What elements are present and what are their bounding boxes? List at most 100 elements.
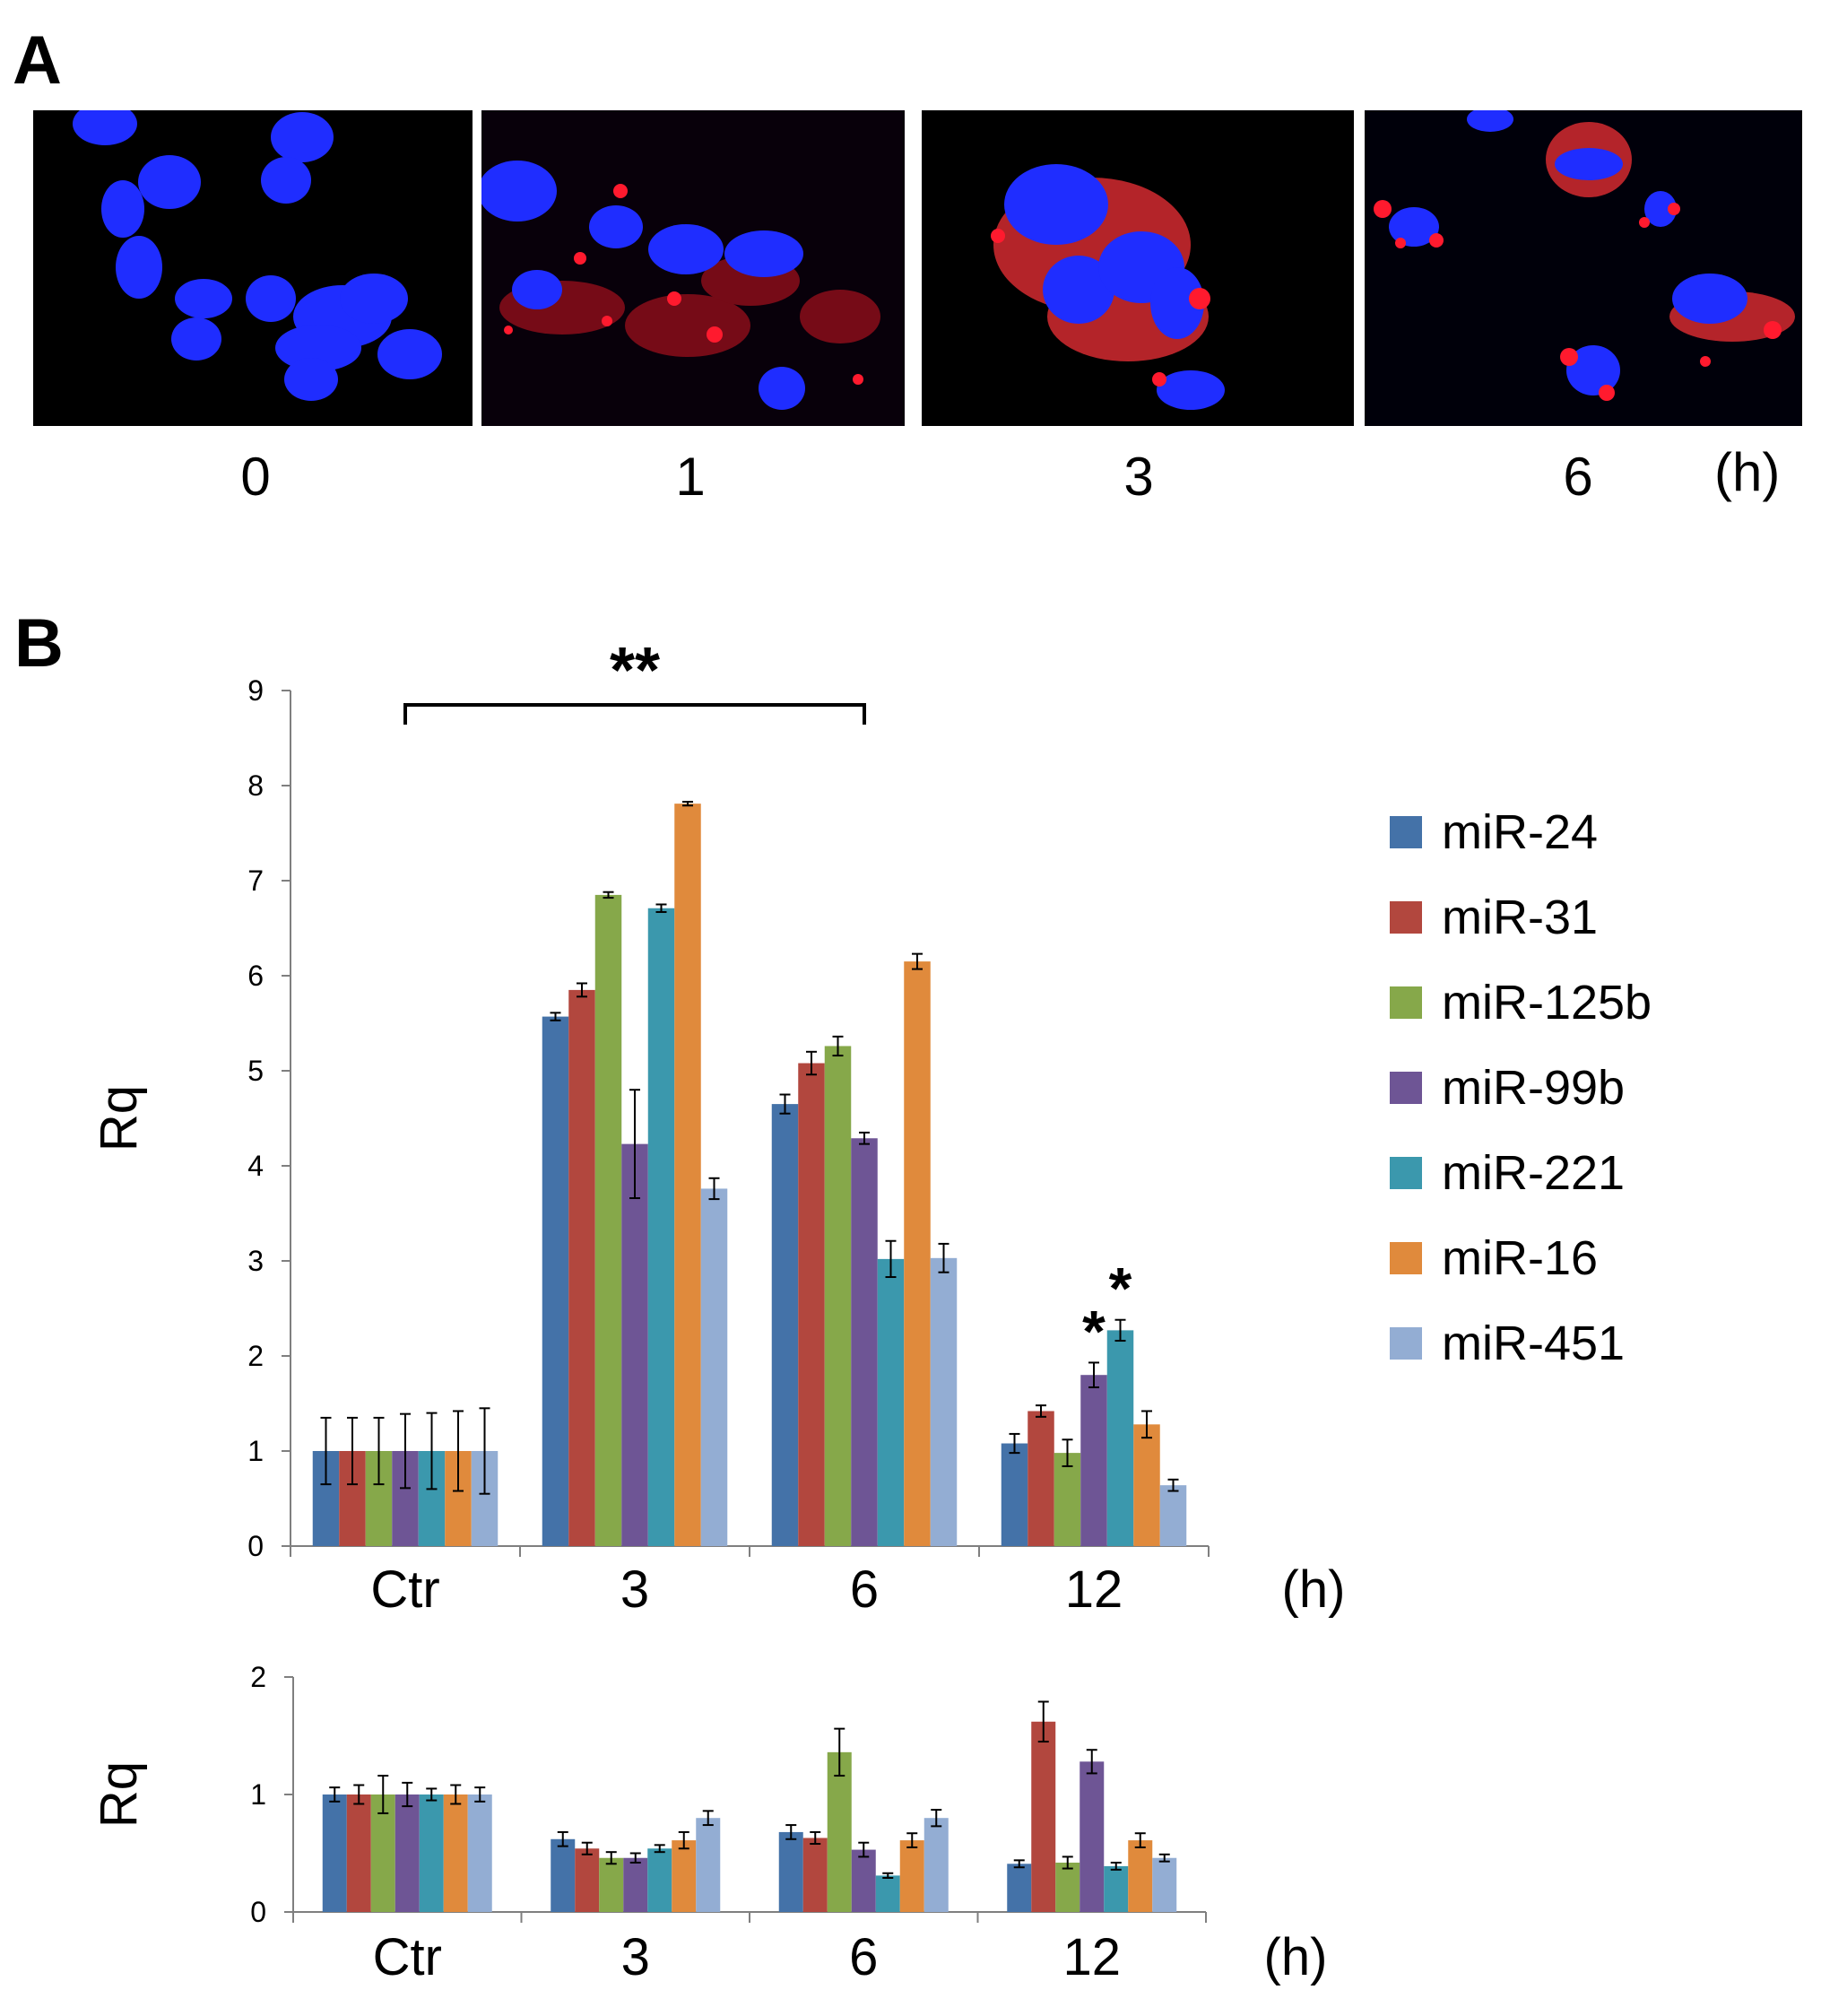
- legend-label: miR-221: [1442, 1145, 1626, 1200]
- legend: miR-24 miR-31 miR-125b miR-99b miR-221 m…: [1390, 789, 1652, 1386]
- legend-swatch: [1390, 1241, 1422, 1274]
- bar: [851, 1138, 878, 1546]
- bar: [875, 1875, 900, 1912]
- legend-label: miR-16: [1442, 1230, 1599, 1285]
- bar: [443, 1794, 468, 1912]
- y-tick-label: 0: [247, 1530, 264, 1562]
- legend-label: miR-99b: [1442, 1060, 1626, 1115]
- bar: [1106, 1330, 1134, 1546]
- significance-marker: *: [1109, 1256, 1132, 1322]
- y-tick-label: 4: [247, 1150, 264, 1182]
- bar: [647, 908, 675, 1546]
- micrograph-0h: [33, 110, 473, 426]
- bar: [851, 1849, 876, 1912]
- bar: [1152, 1857, 1177, 1912]
- bar: [930, 1257, 958, 1546]
- bar: [696, 1818, 721, 1912]
- bar: [1159, 1485, 1187, 1546]
- x-category-label: Ctr: [370, 1560, 439, 1619]
- x-category-label: 3: [620, 1560, 649, 1619]
- micrograph-label-6: 6: [1563, 447, 1593, 507]
- bar: [623, 1857, 648, 1912]
- legend-label: miR-125b: [1442, 975, 1652, 1030]
- panel-a-time-unit: (h): [1714, 442, 1781, 502]
- bar: [824, 1046, 852, 1546]
- y-tick-label: 5: [247, 1055, 264, 1087]
- bar: [904, 961, 931, 1546]
- micrograph-3h: [922, 110, 1354, 426]
- micrograph-label-1: 1: [675, 447, 706, 507]
- bar: [771, 1104, 799, 1546]
- bar: [877, 1258, 905, 1546]
- x-unit-label: (h): [1282, 1560, 1346, 1619]
- micrograph-label-0: 0: [240, 447, 271, 507]
- bar: [1104, 1865, 1129, 1912]
- bar: [924, 1818, 949, 1912]
- significance-marker: *: [1082, 1298, 1106, 1364]
- x-category-label: 6: [849, 1928, 878, 1986]
- bar: [674, 804, 701, 1546]
- x-category-label: Ctr: [373, 1928, 442, 1986]
- legend-label: miR-31: [1442, 890, 1599, 944]
- y-tick-label: 8: [247, 769, 264, 802]
- legend-label: miR-451: [1442, 1316, 1626, 1370]
- bar: [594, 894, 622, 1546]
- y-axis-label: Rq: [90, 1085, 148, 1151]
- bar: [1133, 1424, 1160, 1546]
- legend-swatch: [1390, 986, 1422, 1019]
- x-category-label: 12: [1065, 1560, 1123, 1619]
- x-unit-label: (h): [1264, 1928, 1328, 1986]
- legend-item-mir-125b: miR-125b: [1390, 960, 1652, 1045]
- panel-b-label: B: [14, 605, 64, 682]
- y-tick-label: 1: [247, 1435, 264, 1467]
- bar: [1080, 1761, 1105, 1912]
- legend-swatch: [1390, 815, 1422, 848]
- bar: [395, 1794, 420, 1912]
- significance-marker: **: [610, 635, 660, 707]
- bar: [542, 1016, 569, 1546]
- bar: [346, 1794, 371, 1912]
- x-category-label: 12: [1062, 1928, 1121, 1986]
- y-axis-label: Rq: [90, 1761, 148, 1828]
- legend-item-mir-31: miR-31: [1390, 874, 1652, 960]
- bar: [568, 989, 595, 1546]
- legend-item-mir-24: miR-24: [1390, 789, 1652, 874]
- legend-label: miR-24: [1442, 804, 1599, 859]
- legend-item-mir-16: miR-16: [1390, 1215, 1652, 1300]
- bar: [1031, 1721, 1056, 1912]
- x-category-label: 6: [850, 1560, 879, 1619]
- bar: [802, 1838, 828, 1912]
- legend-item-mir-99b: miR-99b: [1390, 1045, 1652, 1130]
- significance-bracket: [403, 703, 866, 725]
- legend-item-mir-221: miR-221: [1390, 1130, 1652, 1215]
- bar: [798, 1063, 825, 1546]
- bar: [672, 1840, 697, 1912]
- bar: [1055, 1862, 1080, 1912]
- y-tick-label: 3: [247, 1245, 264, 1277]
- bar: [778, 1831, 803, 1912]
- micrograph-label-3: 3: [1123, 447, 1154, 507]
- bar: [322, 1794, 347, 1912]
- bar: [1128, 1840, 1153, 1912]
- micrograph-6h: [1365, 110, 1802, 426]
- bar: [1080, 1375, 1107, 1546]
- bar: [551, 1838, 576, 1912]
- bar: [1028, 1411, 1054, 1546]
- legend-swatch: [1390, 1326, 1422, 1360]
- bar: [599, 1857, 624, 1912]
- legend-swatch: [1390, 1156, 1422, 1189]
- bar: [700, 1188, 728, 1546]
- y-tick-label: 1: [250, 1778, 266, 1811]
- bar: [575, 1848, 600, 1912]
- legend-swatch: [1390, 900, 1422, 934]
- y-tick-label: 2: [247, 1340, 264, 1372]
- bar: [1007, 1864, 1032, 1912]
- bar: [467, 1794, 492, 1912]
- legend-swatch: [1390, 1071, 1422, 1104]
- legend-item-mir-451: miR-451: [1390, 1300, 1652, 1386]
- micrograph-1h: [481, 110, 905, 426]
- bar: [647, 1848, 672, 1912]
- bar: [899, 1840, 924, 1912]
- bar: [1054, 1453, 1081, 1546]
